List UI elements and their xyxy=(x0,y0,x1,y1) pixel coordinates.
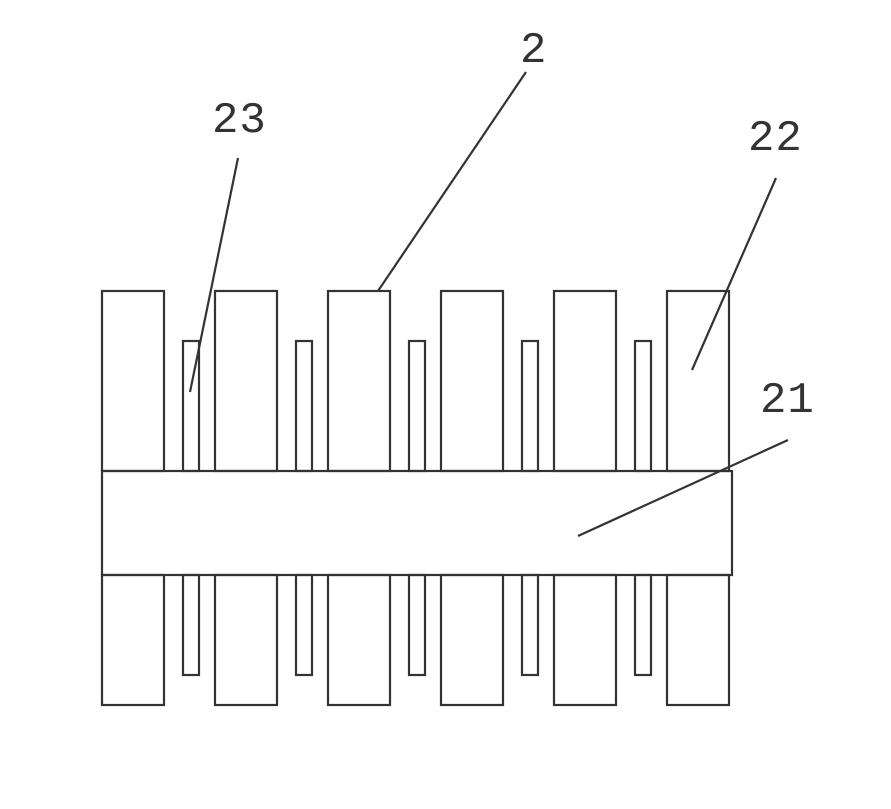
wide-tooth-top xyxy=(667,291,729,471)
label-l21: 21 xyxy=(760,376,815,426)
label-l23: 23 xyxy=(212,96,267,146)
label-l2-leader xyxy=(378,72,526,291)
wide-tooth-top xyxy=(102,291,164,471)
wide-tooth-bottom xyxy=(102,575,164,705)
narrow-divider-bottom xyxy=(409,575,425,675)
narrow-divider-bottom xyxy=(183,575,199,675)
wide-tooth-bottom xyxy=(215,575,277,705)
wide-tooth-top xyxy=(215,291,277,471)
narrow-divider-top xyxy=(522,341,538,471)
narrow-divider-bottom xyxy=(635,575,651,675)
wide-tooth-bottom xyxy=(667,575,729,705)
narrow-divider-bottom xyxy=(522,575,538,675)
narrow-divider-top xyxy=(296,341,312,471)
wide-tooth-top xyxy=(441,291,503,471)
narrow-divider-top xyxy=(635,341,651,471)
label-l2: 2 xyxy=(520,26,547,76)
base-bar xyxy=(102,471,732,575)
wide-tooth-top xyxy=(328,291,390,471)
wide-tooth-bottom xyxy=(441,575,503,705)
label-l22-leader xyxy=(692,178,776,370)
narrow-divider-bottom xyxy=(296,575,312,675)
wide-tooth-bottom xyxy=(554,575,616,705)
wide-tooth-bottom xyxy=(328,575,390,705)
wide-tooth-top xyxy=(554,291,616,471)
diagram-canvas: 2 23 22 21 xyxy=(0,0,891,809)
label-l22: 22 xyxy=(748,114,803,164)
label-l21-leader xyxy=(578,440,788,536)
narrow-divider-top xyxy=(409,341,425,471)
